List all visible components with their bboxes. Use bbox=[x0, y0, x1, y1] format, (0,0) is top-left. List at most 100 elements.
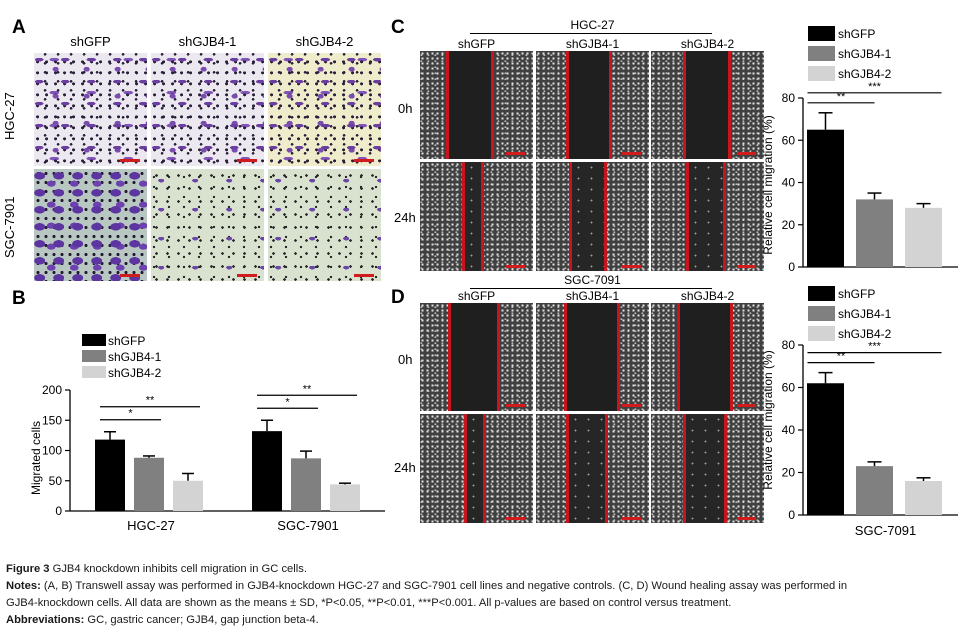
y-tick-label: 50 bbox=[49, 474, 63, 488]
scale-bar bbox=[120, 159, 140, 162]
significance-label: *** bbox=[868, 341, 882, 353]
wound-gap bbox=[566, 414, 608, 523]
column-label-shgjb4-2: shGJB4-2 bbox=[680, 37, 735, 51]
column-label-shgfp: shGFP bbox=[457, 37, 496, 51]
abbreviations-label: Abbreviations: bbox=[6, 614, 85, 626]
row-label-hgc27: HGC-27 bbox=[2, 92, 17, 140]
wound-gap bbox=[569, 162, 607, 271]
y-tick-label: 150 bbox=[42, 413, 62, 427]
y-axis-label: Relative cell migration (%) bbox=[761, 115, 775, 254]
bar bbox=[807, 383, 844, 515]
figure-caption-title: Figure 3 GJB4 knockdown inhibits cell mi… bbox=[6, 562, 307, 577]
x-axis-label: SGC-7091 bbox=[855, 523, 916, 538]
y-tick-label: 80 bbox=[782, 338, 796, 352]
significance-label: ** bbox=[837, 351, 846, 363]
wound-image-hgc27-shgfp-24h bbox=[420, 162, 533, 271]
figure-notes-line2: GJB4-knockdown cells. All data are shown… bbox=[6, 597, 732, 609]
wound-gap bbox=[446, 51, 494, 159]
wound-image-sgc7091-shgfp-0h bbox=[420, 303, 533, 411]
bar bbox=[856, 199, 893, 267]
row-label-0h: 0h bbox=[398, 101, 413, 116]
wound-image-sgc7091-shgfp-24h bbox=[420, 414, 533, 523]
wound-image-sgc7091-shgjb4-1-24h bbox=[536, 414, 649, 523]
micrograph-hgc27-shgfp bbox=[34, 53, 147, 166]
legend-swatch bbox=[808, 26, 835, 41]
scale-bar bbox=[237, 159, 257, 162]
y-tick-label: 60 bbox=[782, 133, 796, 147]
wound-image-hgc27-shgjb4-2-24h bbox=[651, 162, 764, 271]
legend-label: shGJB4-2 bbox=[838, 327, 892, 341]
legend-label: shGJB4-2 bbox=[108, 366, 162, 380]
legend-label: shGFP bbox=[108, 334, 145, 348]
legend-swatch bbox=[808, 286, 835, 301]
y-tick-label: 40 bbox=[782, 176, 796, 190]
wound-gap bbox=[683, 414, 727, 523]
column-label-shgjb4-2: shGJB4-2 bbox=[295, 34, 354, 49]
y-tick-label: 200 bbox=[42, 383, 62, 397]
panel-label-b: B bbox=[12, 288, 26, 309]
y-axis-label: Migrated cells bbox=[29, 421, 43, 495]
wound-gap bbox=[686, 162, 726, 271]
scale-bar bbox=[506, 152, 525, 155]
column-label-shgfp: shGFP bbox=[457, 289, 496, 303]
y-tick-label: 80 bbox=[782, 91, 796, 105]
scale-bar bbox=[354, 274, 374, 277]
row-label-sgc7901: SGC-7901 bbox=[2, 196, 17, 258]
legend-label: shGJB4-1 bbox=[838, 307, 892, 321]
wound-gap bbox=[677, 303, 733, 411]
bar bbox=[291, 458, 321, 511]
y-tick-label: 0 bbox=[788, 260, 795, 273]
legend-swatch bbox=[808, 46, 835, 61]
y-tick-label: 100 bbox=[42, 444, 62, 458]
micrograph-sgc7901-shgjb4-2 bbox=[268, 169, 381, 281]
significance-label: * bbox=[285, 396, 290, 408]
y-tick-label: 20 bbox=[782, 466, 796, 480]
figure-notes-line1: Notes: (A, B) Transwell assay was perfor… bbox=[6, 579, 847, 594]
wound-image-sgc7091-shgjb4-2-0h bbox=[651, 303, 764, 411]
y-tick-label: 0 bbox=[55, 504, 62, 518]
row-label-24h: 24h bbox=[394, 210, 416, 225]
legend-label: shGJB4-2 bbox=[838, 67, 892, 81]
column-label-shgjb4-1: shGJB4-1 bbox=[565, 37, 620, 51]
scale-bar bbox=[737, 152, 756, 155]
title-underline bbox=[470, 33, 712, 34]
bar bbox=[95, 439, 125, 511]
figure-title: GJB4 knockdown inhibits cell migration i… bbox=[49, 563, 307, 575]
micrograph-hgc27-shgjb4-1 bbox=[151, 53, 264, 166]
micrograph-sgc7901-shgjb4-1 bbox=[151, 169, 264, 281]
abbreviations-text: GC, gastric cancer; GJB4, gap junction b… bbox=[84, 614, 319, 626]
legend-swatch bbox=[808, 66, 835, 81]
wound-gap bbox=[448, 303, 500, 411]
scale-bar bbox=[506, 404, 525, 407]
bar bbox=[134, 457, 164, 511]
legend-label: shGFP bbox=[838, 287, 875, 301]
significance-label: ** bbox=[837, 91, 846, 103]
legend-swatch bbox=[82, 366, 106, 378]
micrograph-sgc7901-shgfp bbox=[34, 169, 147, 281]
legend-label: shGJB4-1 bbox=[838, 47, 892, 61]
scale-bar bbox=[120, 274, 140, 277]
legend-swatch bbox=[82, 334, 106, 346]
wound-image-hgc27-shgfp-0h bbox=[420, 51, 533, 159]
significance-label: *** bbox=[868, 81, 882, 93]
bar bbox=[807, 129, 844, 267]
legend-swatch bbox=[82, 350, 106, 362]
scale-bar bbox=[622, 152, 641, 155]
bar bbox=[173, 480, 203, 511]
scale-bar bbox=[506, 517, 525, 520]
legend-swatch bbox=[808, 326, 835, 341]
scale-bar bbox=[622, 265, 641, 268]
y-axis-label: Relative cell migration (%) bbox=[761, 350, 775, 489]
wound-image-hgc27-shgjb4-1-0h bbox=[536, 51, 649, 159]
bar bbox=[905, 207, 942, 267]
significance-label: ** bbox=[303, 383, 312, 395]
scale-bar bbox=[354, 159, 374, 162]
wound-image-sgc7091-shgjb4-1-0h bbox=[536, 303, 649, 411]
column-label-shgfp: shGFP bbox=[70, 34, 111, 49]
wound-gap bbox=[564, 303, 620, 411]
panel-label-d: D bbox=[391, 287, 405, 308]
bar bbox=[856, 466, 893, 515]
notes-text-1: (A, B) Transwell assay was performed in … bbox=[40, 580, 848, 592]
panel-d-title: SGC-7091 bbox=[564, 273, 621, 287]
wound-image-sgc7091-shgjb4-2-24h bbox=[651, 414, 764, 523]
